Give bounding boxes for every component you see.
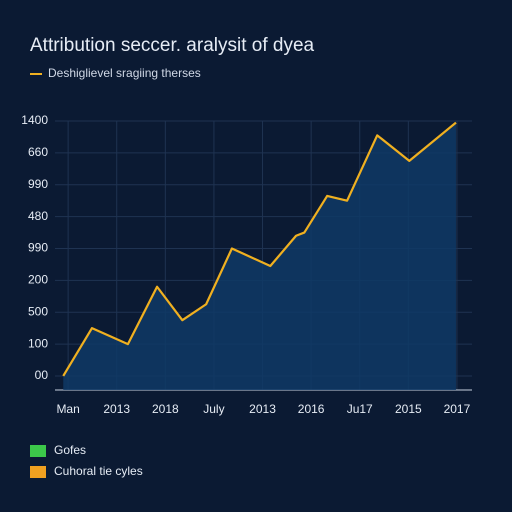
y-tick-label: 990: [28, 177, 48, 191]
legend-label: Cuhoral tie cyles: [54, 464, 143, 478]
chart-title: Attribution seccer. aralysit of dyea: [30, 35, 315, 56]
legend-label: Deshiglievel sragiing therses: [48, 66, 201, 80]
y-tick-label: 660: [28, 145, 48, 159]
legend-swatch: [30, 466, 46, 478]
x-tick-label: July: [203, 402, 224, 416]
y-tick-label: 990: [28, 241, 48, 255]
legend-swatch: [30, 445, 46, 457]
x-tick-label: 2017: [444, 402, 471, 416]
line: [62, 121, 457, 377]
y-tick-label: 200: [28, 273, 48, 287]
x-tick-label: Ju17: [347, 402, 373, 416]
x-tick-label: Man: [56, 402, 79, 416]
y-tick-label: 500: [28, 304, 48, 318]
y-tick-label: 00: [35, 368, 49, 382]
x-tick-label: 2018: [152, 402, 179, 416]
x-tick-label: 2015: [395, 402, 422, 416]
y-tick-label: 100: [28, 336, 48, 350]
x-tick-label: 2013: [103, 402, 130, 416]
x-tick-label: 2013: [249, 402, 276, 416]
x-tick-label: 2016: [298, 402, 325, 416]
y-tick-label: 480: [28, 209, 48, 223]
area-fill: [63, 122, 456, 391]
legend-label: Gofes: [54, 443, 86, 457]
y-tick-label: 1400: [21, 113, 48, 127]
